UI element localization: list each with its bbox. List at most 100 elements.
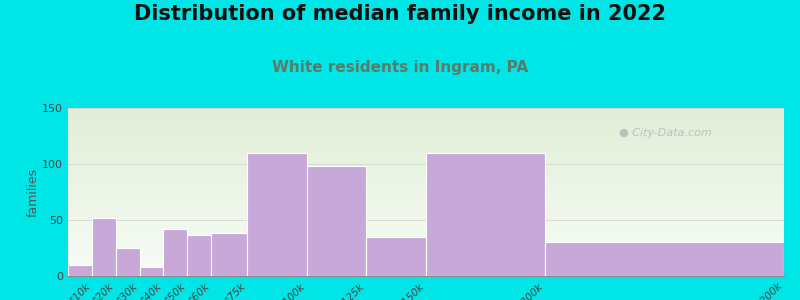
Bar <box>68 142 784 143</box>
Bar <box>68 125 784 127</box>
Bar <box>68 133 784 135</box>
Bar <box>68 145 784 147</box>
Bar <box>68 182 784 184</box>
Bar <box>68 189 784 190</box>
Bar <box>68 265 92 276</box>
Bar <box>68 236 784 237</box>
Bar <box>68 244 784 246</box>
Bar <box>68 206 784 207</box>
Bar <box>68 177 784 178</box>
Bar <box>68 209 784 211</box>
Bar <box>68 178 784 180</box>
Bar <box>68 194 784 195</box>
Bar <box>68 204 784 206</box>
Bar <box>68 185 784 187</box>
Bar <box>68 173 784 175</box>
Bar <box>68 127 784 128</box>
Bar <box>247 153 306 276</box>
Bar <box>68 232 784 234</box>
Bar <box>68 239 784 241</box>
Bar <box>546 242 784 276</box>
Bar <box>68 118 784 120</box>
Bar <box>68 212 784 214</box>
Bar <box>68 115 784 116</box>
Bar <box>68 246 784 248</box>
Bar <box>68 254 784 256</box>
Bar <box>68 224 784 226</box>
Bar <box>68 153 784 155</box>
Bar <box>68 241 784 242</box>
Bar <box>68 110 784 111</box>
Bar <box>68 226 784 227</box>
Bar <box>139 267 163 276</box>
Bar <box>68 165 784 167</box>
Bar <box>68 116 784 118</box>
Bar <box>68 167 784 169</box>
Bar <box>68 229 784 231</box>
Bar <box>68 251 784 253</box>
Bar <box>68 274 784 276</box>
Bar <box>426 153 546 276</box>
Text: ● City-Data.com: ● City-Data.com <box>619 128 712 138</box>
Bar <box>68 268 784 269</box>
Bar <box>68 128 784 130</box>
Bar <box>68 169 784 170</box>
Bar <box>68 242 784 244</box>
Bar <box>68 135 784 136</box>
Bar <box>68 147 784 148</box>
Bar <box>68 180 784 182</box>
Bar <box>68 190 784 192</box>
Bar <box>68 231 784 232</box>
Bar <box>68 249 784 251</box>
Bar <box>92 218 116 276</box>
Bar <box>68 152 784 153</box>
Bar <box>68 175 784 177</box>
Bar <box>68 262 784 264</box>
Bar <box>68 259 784 261</box>
Text: Distribution of median family income in 2022: Distribution of median family income in … <box>134 4 666 25</box>
Bar <box>68 164 784 165</box>
Bar <box>68 184 784 185</box>
Bar <box>68 248 784 249</box>
Bar <box>68 150 784 152</box>
Bar <box>68 195 784 197</box>
Bar <box>68 200 784 202</box>
Bar <box>68 199 784 200</box>
Bar <box>68 131 784 133</box>
Bar <box>68 220 784 222</box>
Bar <box>211 233 247 276</box>
Bar <box>68 253 784 254</box>
Bar <box>306 166 366 276</box>
Bar <box>68 192 784 194</box>
Bar <box>68 207 784 209</box>
Bar <box>68 197 784 199</box>
Bar <box>366 237 426 276</box>
Bar <box>68 170 784 172</box>
Bar <box>68 227 784 229</box>
Text: White residents in Ingram, PA: White residents in Ingram, PA <box>272 60 528 75</box>
Bar <box>68 214 784 215</box>
Bar <box>68 172 784 173</box>
Y-axis label: families: families <box>26 167 39 217</box>
Bar <box>68 256 784 257</box>
Bar <box>68 157 784 158</box>
Bar <box>68 108 784 110</box>
Bar <box>68 219 784 220</box>
Bar <box>187 235 211 276</box>
Bar <box>68 120 784 122</box>
Bar <box>116 248 139 276</box>
Bar <box>68 266 784 268</box>
Bar <box>68 113 784 115</box>
Bar <box>68 123 784 125</box>
Bar <box>68 122 784 123</box>
Bar <box>68 136 784 138</box>
Bar <box>68 217 784 219</box>
Bar <box>68 215 784 217</box>
Bar <box>68 234 784 236</box>
Bar <box>163 229 187 276</box>
Bar <box>68 162 784 164</box>
Bar <box>68 140 784 142</box>
Bar <box>68 160 784 162</box>
Bar <box>68 187 784 189</box>
Bar <box>68 237 784 239</box>
